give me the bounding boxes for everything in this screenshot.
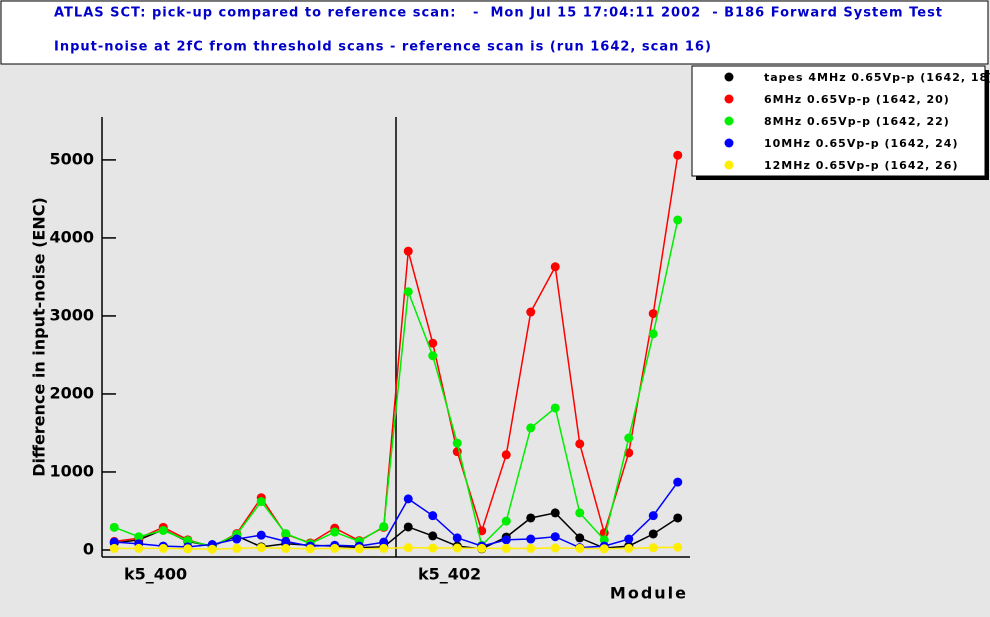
data-point	[428, 531, 438, 541]
data-point	[256, 497, 266, 507]
data-point	[403, 543, 413, 553]
data-point	[109, 537, 119, 547]
data-point	[624, 534, 634, 544]
data-point	[428, 351, 438, 361]
data-point	[281, 543, 291, 553]
legend-marker	[724, 138, 734, 148]
data-point	[501, 516, 511, 526]
data-point	[452, 543, 462, 553]
data-point	[134, 532, 144, 542]
data-point	[550, 543, 560, 553]
data-point	[134, 543, 144, 553]
data-point	[281, 536, 291, 546]
data-point	[232, 543, 242, 553]
data-point	[452, 438, 462, 448]
data-point	[575, 508, 585, 518]
y-axis-label: Difference in input-noise (ENC)	[30, 197, 49, 477]
data-point	[575, 543, 585, 553]
data-point	[550, 403, 560, 413]
legend-label: 12MHz 0.65Vp-p (1642, 26)	[764, 159, 958, 172]
legend-marker	[724, 160, 734, 170]
data-point	[624, 448, 634, 458]
data-point	[599, 544, 609, 554]
legend-label: 10MHz 0.65Vp-p (1642, 24)	[764, 137, 958, 150]
data-point	[403, 494, 413, 504]
data-point	[575, 439, 585, 449]
data-point	[526, 543, 536, 553]
data-point	[648, 329, 658, 339]
data-point	[256, 530, 266, 540]
data-point	[673, 477, 683, 487]
data-point	[624, 433, 634, 443]
data-point	[501, 543, 511, 553]
y-tick-label: 0	[83, 539, 94, 558]
data-point	[648, 529, 658, 539]
data-point	[526, 307, 536, 317]
legend-marker	[724, 116, 734, 126]
group-label: k5_400	[124, 565, 187, 584]
data-point	[673, 150, 683, 160]
data-point	[526, 534, 536, 544]
data-point	[526, 423, 536, 433]
data-point	[109, 522, 119, 532]
data-point	[550, 532, 560, 542]
data-point	[452, 533, 462, 543]
data-point	[624, 543, 634, 553]
data-point	[673, 215, 683, 225]
data-point	[379, 522, 389, 532]
data-point	[428, 338, 438, 348]
legend-marker	[724, 94, 734, 104]
data-point	[403, 522, 413, 532]
y-tick-label: 2000	[49, 383, 94, 402]
data-point	[550, 508, 560, 518]
y-tick-label: 4000	[49, 227, 94, 246]
legend-label: 8MHz 0.65Vp-p (1642, 22)	[764, 115, 950, 128]
data-point	[526, 513, 536, 523]
data-point	[648, 309, 658, 319]
data-point	[428, 511, 438, 521]
data-point	[599, 535, 609, 545]
legend-label: 6MHz 0.65Vp-p (1642, 20)	[764, 93, 950, 106]
group-label: k5_402	[418, 565, 481, 584]
legend-label: tapes 4MHz 0.65Vp-p (1642, 18)	[764, 71, 990, 84]
data-point	[256, 543, 266, 553]
data-point	[354, 544, 364, 554]
data-point	[158, 525, 168, 535]
y-tick-label: 3000	[49, 305, 94, 324]
data-point	[183, 544, 193, 554]
data-point	[232, 534, 242, 544]
data-point	[379, 537, 389, 547]
data-point	[109, 543, 119, 553]
data-point	[305, 544, 315, 554]
data-point	[183, 536, 193, 546]
data-point	[428, 543, 438, 553]
data-point	[575, 533, 585, 543]
data-point	[330, 527, 340, 537]
data-point	[403, 287, 413, 297]
data-point	[673, 513, 683, 523]
data-point	[330, 543, 340, 553]
data-point	[648, 543, 658, 553]
title-box	[0, 0, 989, 65]
data-point	[403, 246, 413, 256]
data-point	[207, 544, 217, 554]
y-tick-label: 5000	[49, 149, 94, 168]
data-point	[501, 535, 511, 545]
data-point	[673, 542, 683, 552]
data-point	[648, 511, 658, 521]
x-axis-label: Module	[610, 584, 688, 603]
data-point	[550, 262, 560, 272]
data-point	[281, 529, 291, 539]
y-tick-label: 1000	[49, 461, 94, 480]
data-point	[379, 543, 389, 553]
chart-title: ATLAS SCT: pick-up compared to reference…	[54, 6, 943, 21]
chart-subtitle: Input-noise at 2fC from threshold scans …	[54, 40, 712, 55]
legend-marker	[724, 72, 734, 82]
data-point	[477, 543, 487, 553]
data-point	[501, 450, 511, 460]
legend	[691, 65, 986, 177]
data-point	[158, 543, 168, 553]
